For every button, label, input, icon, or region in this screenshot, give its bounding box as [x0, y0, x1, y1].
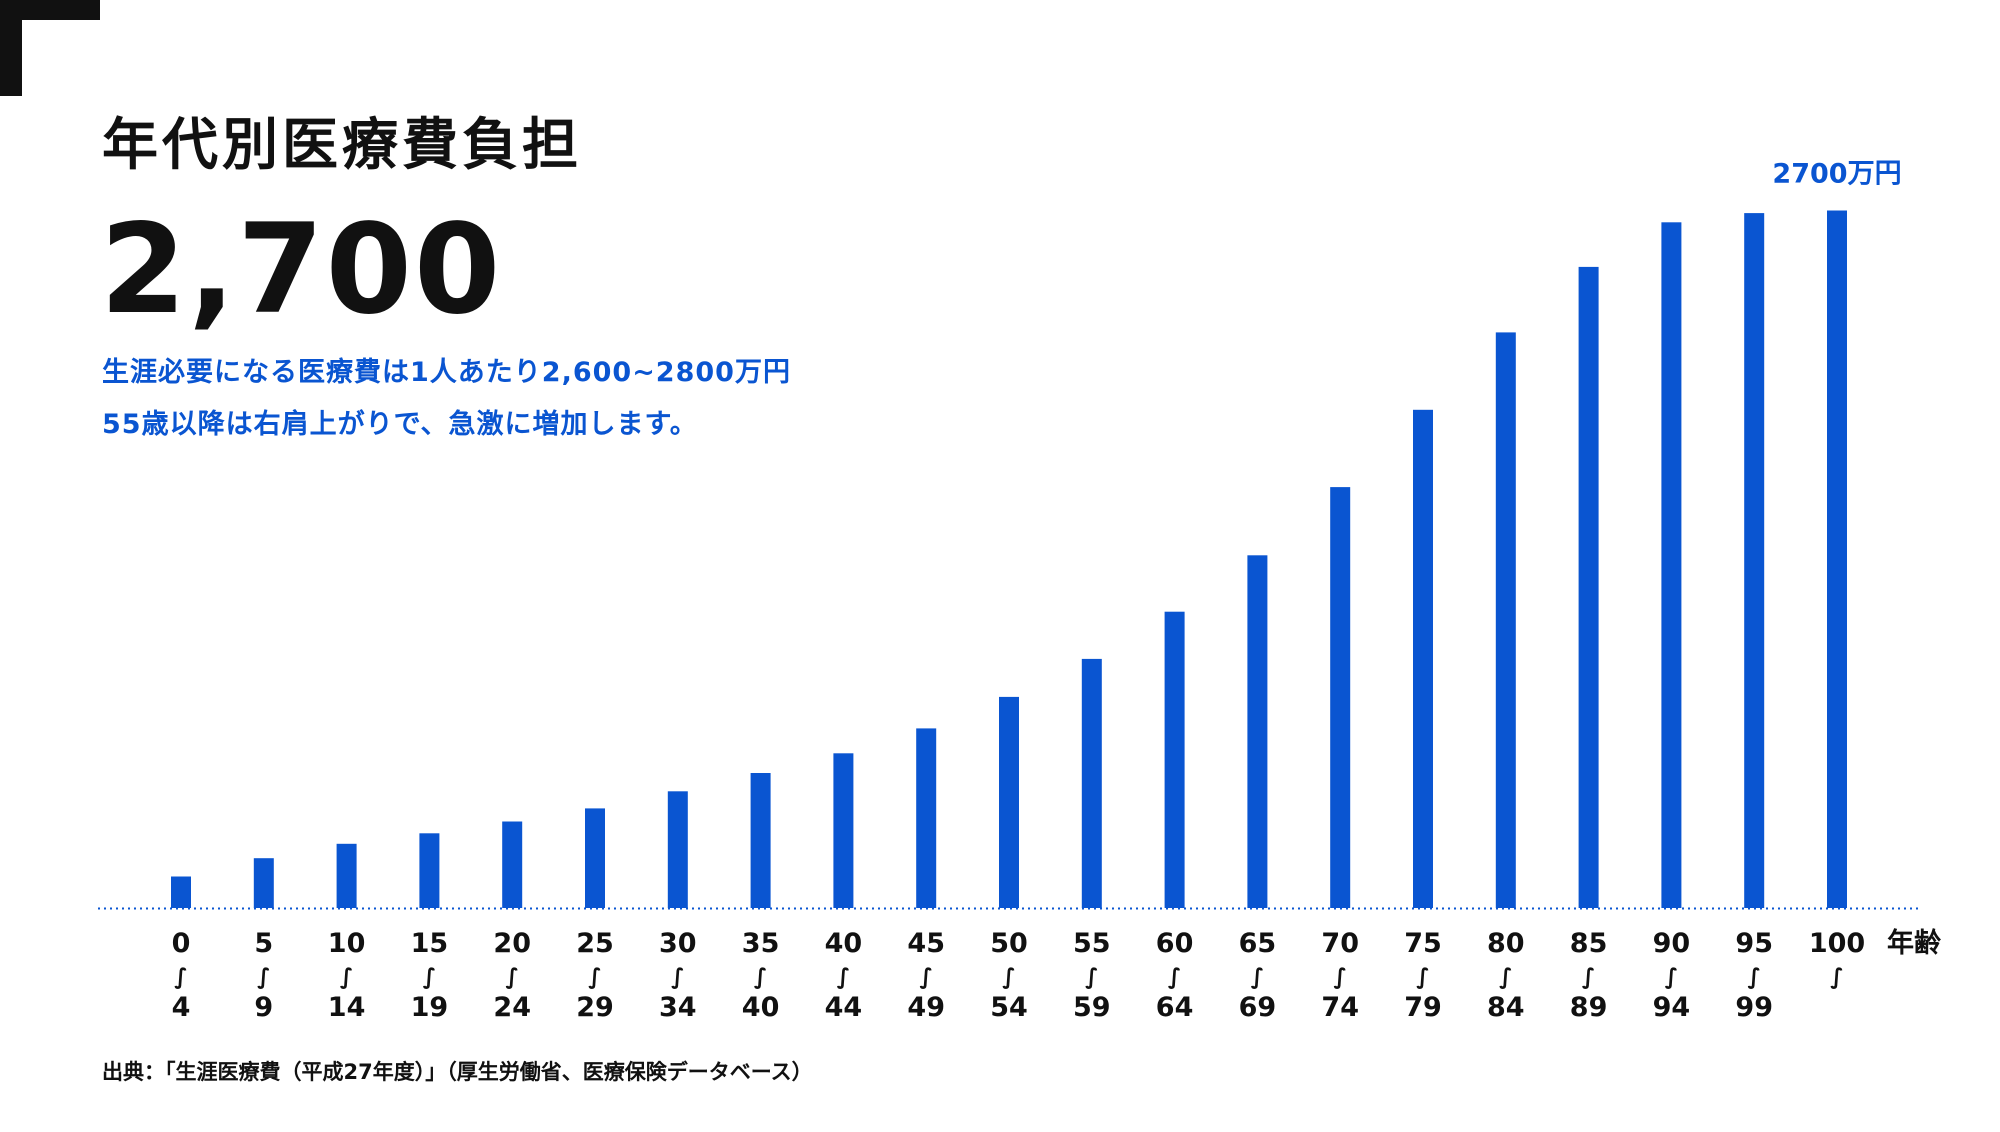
x-tick-label-7-2: 40 — [742, 992, 780, 1023]
bar-17 — [1578, 266, 1599, 908]
x-tick-label-18-2: 94 — [1653, 992, 1691, 1023]
x-tick-label-18-0: 90 — [1653, 928, 1691, 959]
x-tick-label-11-1: ∫ — [1085, 965, 1098, 990]
x-tick-label-3-0: 15 — [411, 928, 449, 959]
x-tick-label-7-1: ∫ — [754, 965, 767, 990]
x-tick-label-17-2: 89 — [1570, 992, 1608, 1023]
x-tick-label-6-0: 30 — [659, 928, 697, 959]
x-tick-label-2-0: 10 — [328, 928, 366, 959]
x-tick-label-12-0: 60 — [1156, 928, 1194, 959]
x-tick-labels: 0∫45∫910∫1415∫1920∫2425∫2930∫3435∫4040∫4… — [172, 928, 1866, 1023]
x-tick-label-15-0: 75 — [1404, 928, 1442, 959]
bar-15 — [1413, 409, 1433, 908]
x-tick-label-8-0: 40 — [825, 928, 863, 959]
x-tick-label-5-0: 25 — [576, 928, 614, 959]
x-tick-label-12-2: 64 — [1156, 992, 1194, 1023]
x-tick-label-19-1: ∫ — [1747, 965, 1760, 990]
bar-18 — [1661, 222, 1682, 909]
x-tick-label-20-1: ∫ — [1830, 965, 1843, 990]
x-tick-label-19-0: 95 — [1735, 928, 1773, 959]
x-tick-label-2-1: ∫ — [340, 965, 353, 990]
bar-7 — [750, 773, 771, 908]
x-tick-label-16-0: 80 — [1487, 928, 1525, 959]
corner-bracket-horizontal — [0, 0, 100, 20]
x-tick-label-12-1: ∫ — [1168, 965, 1181, 990]
x-tick-label-11-2: 59 — [1073, 992, 1111, 1023]
bar-5 — [585, 808, 605, 908]
x-tick-label-10-2: 54 — [990, 992, 1028, 1023]
x-axis-label: 年齢 — [1887, 927, 1941, 959]
bar-8 — [833, 753, 854, 908]
x-tick-label-3-1: ∫ — [423, 965, 436, 990]
x-tick-label-16-1: ∫ — [1499, 965, 1512, 990]
bar-0 — [171, 876, 191, 908]
bar-11 — [1081, 658, 1102, 908]
bar-13 — [1247, 555, 1268, 908]
x-tick-label-18-1: ∫ — [1665, 965, 1678, 990]
subtitle-line-1: 生涯必要になる医療費は1人あたり2,600~2800万円 — [102, 357, 791, 388]
x-tick-label-5-2: 29 — [576, 992, 614, 1023]
x-tick-label-9-0: 45 — [907, 928, 945, 959]
bar-9 — [916, 728, 937, 908]
x-tick-label-16-2: 84 — [1487, 992, 1525, 1023]
source-citation: 出典：「生涯医療費（平成27年度）」（厚生労働省、医療保険データベース） — [102, 1060, 813, 1084]
x-tick-label-4-1: ∫ — [505, 965, 518, 990]
top-value-label: 2700万円 — [1772, 158, 1901, 189]
x-tick-label-0-0: 0 — [172, 928, 191, 959]
bar-4 — [502, 821, 523, 908]
x-tick-label-14-0: 70 — [1321, 928, 1359, 959]
x-tick-label-1-2: 9 — [254, 992, 273, 1023]
x-tick-label-8-2: 44 — [825, 992, 863, 1023]
x-tick-label-7-0: 35 — [742, 928, 780, 959]
bar-20 — [1827, 210, 1847, 908]
bar-12 — [1164, 611, 1185, 908]
bar-6 — [667, 791, 688, 908]
x-tick-label-6-1: ∫ — [671, 965, 684, 990]
x-tick-label-9-2: 49 — [907, 992, 945, 1023]
bar-16 — [1495, 332, 1516, 908]
x-tick-label-6-2: 34 — [659, 992, 697, 1023]
bar-2 — [336, 843, 357, 908]
x-tick-label-10-0: 50 — [990, 928, 1028, 959]
x-tick-label-3-2: 19 — [411, 992, 449, 1023]
x-tick-label-13-2: 69 — [1239, 992, 1277, 1023]
subtitle-line-2: 55歳以降は右肩上がりで、急激に増加します。 — [102, 409, 698, 440]
x-tick-label-14-2: 74 — [1321, 992, 1359, 1023]
bar-19 — [1744, 213, 1765, 909]
x-tick-label-4-0: 20 — [493, 928, 531, 959]
x-tick-label-14-1: ∫ — [1333, 965, 1346, 990]
x-tick-label-15-1: ∫ — [1416, 965, 1429, 990]
corner-bracket-vertical — [0, 0, 22, 96]
x-tick-label-2-2: 14 — [328, 992, 366, 1023]
x-tick-label-8-1: ∫ — [837, 965, 850, 990]
x-tick-label-11-0: 55 — [1073, 928, 1111, 959]
bar-series — [171, 210, 1847, 909]
x-tick-label-19-2: 99 — [1735, 992, 1773, 1023]
x-tick-label-1-0: 5 — [254, 928, 273, 959]
x-tick-label-17-1: ∫ — [1582, 965, 1595, 990]
x-tick-label-13-1: ∫ — [1251, 965, 1264, 990]
x-tick-label-1-1: ∫ — [257, 965, 270, 990]
x-tick-label-10-1: ∫ — [1002, 965, 1015, 990]
x-tick-label-5-1: ∫ — [588, 965, 601, 990]
bar-14 — [1330, 487, 1351, 908]
x-tick-label-17-0: 85 — [1570, 928, 1608, 959]
x-tick-label-9-1: ∫ — [919, 965, 932, 990]
x-tick-label-4-2: 24 — [493, 992, 531, 1023]
x-tick-label-20-0: 100 — [1809, 928, 1865, 959]
x-tick-label-0-2: 4 — [172, 992, 191, 1023]
x-tick-label-0-1: ∫ — [174, 965, 187, 990]
x-tick-label-15-2: 79 — [1404, 992, 1442, 1023]
page-title: 年代別医療費負担 — [102, 113, 582, 178]
bar-3 — [419, 833, 440, 908]
bar-10 — [999, 696, 1019, 908]
bar-1 — [253, 858, 274, 908]
headline-number: 2,700 — [100, 198, 503, 342]
corner-bracket-decoration — [0, 0, 100, 96]
x-tick-label-13-0: 65 — [1239, 928, 1277, 959]
